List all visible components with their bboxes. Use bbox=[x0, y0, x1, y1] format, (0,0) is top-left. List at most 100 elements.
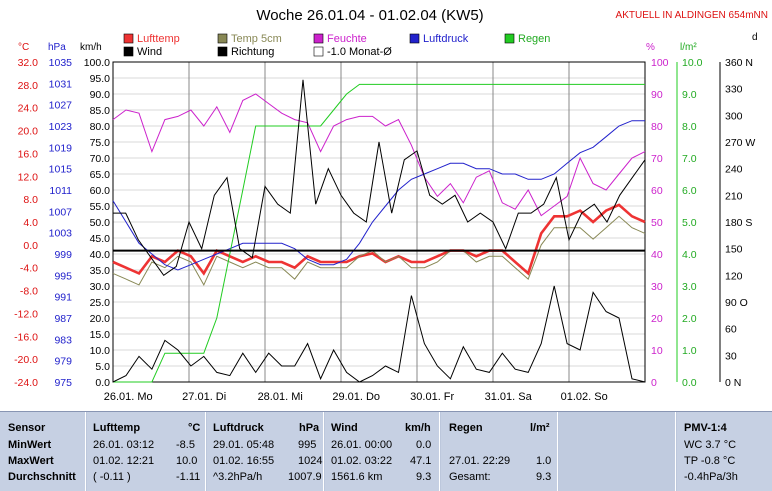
header-regen-unit: l/m² bbox=[530, 422, 550, 434]
wind-tick-label: 30.0 bbox=[90, 281, 111, 293]
luftdruck-column bbox=[207, 412, 324, 491]
wind-tick-label: 75.0 bbox=[90, 137, 111, 149]
min-press-value: 995 bbox=[298, 439, 317, 451]
spacer-column bbox=[559, 412, 676, 491]
direction-tick-label: 150 bbox=[725, 244, 743, 256]
temp-tick-label: -20.0 bbox=[14, 354, 38, 366]
temp-tick-label: -4.0 bbox=[20, 263, 38, 275]
statistics-table: Sensor Lufttemp °C Luftdruck hPa Wind km… bbox=[0, 411, 772, 491]
min-wind-time: 26.01. 00:00 bbox=[331, 439, 393, 451]
direction-tick-label: 360 N bbox=[725, 57, 753, 69]
rain-tick-label: 3.0 bbox=[682, 281, 697, 293]
wind-tick-label: 10.0 bbox=[90, 345, 111, 357]
header-regen: Regen bbox=[449, 422, 483, 434]
rain-unit-label: l/m² bbox=[680, 42, 697, 53]
wind-tick-label: 15.0 bbox=[90, 329, 111, 341]
direction-tick-label: 60 bbox=[725, 324, 737, 336]
header-pmv: PMV-1:4 bbox=[684, 422, 727, 434]
avg-press-trend: ^3.2hPa/h bbox=[213, 471, 263, 483]
rain-tick-label: 10.0 bbox=[682, 57, 703, 69]
legend-label-3: Luftdruck bbox=[423, 33, 469, 45]
temp-tick-label: 24.0 bbox=[18, 103, 39, 115]
header-luftdruck-unit: hPa bbox=[299, 422, 320, 434]
avg-wind-value: 9.3 bbox=[416, 471, 432, 483]
series-line-wind bbox=[112, 285, 646, 383]
legend-swatch-3 bbox=[409, 33, 420, 44]
humidity-tick-label: 50 bbox=[651, 217, 663, 229]
series-line-regen bbox=[113, 83, 645, 383]
rain-total-label: Gesamt: bbox=[449, 471, 491, 483]
min-press-time: 29.01. 05:48 bbox=[213, 439, 275, 451]
pressure-tick-label: 983 bbox=[54, 334, 72, 346]
wind-tick-label: 0.0 bbox=[95, 377, 110, 389]
rain-tick-label: 0.0 bbox=[682, 377, 697, 389]
sensor-column bbox=[0, 412, 86, 491]
wind-tick-label: 25.0 bbox=[90, 297, 111, 309]
wind-tick-label: 50.0 bbox=[90, 217, 111, 229]
x-tick-label: 29.01. Do bbox=[332, 391, 380, 403]
direction-tick-label: 180 S bbox=[725, 217, 752, 229]
x-tick-label: 30.01. Fr bbox=[410, 391, 454, 403]
legend-label-4: Regen bbox=[518, 33, 550, 45]
humidity-tick-label: 60 bbox=[651, 185, 663, 197]
min-temp-value: -8.5 bbox=[176, 439, 195, 451]
direction-tick-label: 210 bbox=[725, 190, 743, 202]
avg-temp-note: ( -0.11 ) bbox=[93, 471, 131, 483]
wind-tick-label: 35.0 bbox=[90, 265, 111, 277]
row-max-label: MaxWert bbox=[8, 455, 54, 467]
temp-tick-label: 8.0 bbox=[23, 194, 38, 206]
max-wind-value: 47.1 bbox=[410, 455, 432, 467]
wind-tick-label: 85.0 bbox=[90, 105, 111, 117]
legend-swatch-1 bbox=[217, 33, 228, 44]
temp-tick-label: 0.0 bbox=[23, 240, 38, 252]
max-rain-time: 27.01. 22:29 bbox=[449, 455, 511, 467]
pmv-wc: WC 3.7 °C bbox=[684, 439, 737, 451]
header-wind: Wind bbox=[331, 422, 358, 434]
regen-column bbox=[441, 412, 558, 491]
pmv-tp: TP -0.8 °C bbox=[684, 455, 736, 467]
humidity-unit-label: % bbox=[646, 42, 655, 53]
max-wind-time: 01.02. 03:22 bbox=[331, 455, 393, 467]
pressure-tick-label: 1003 bbox=[49, 228, 73, 240]
direction-tick-label: 330 bbox=[725, 84, 743, 96]
row-min-label: MinWert bbox=[8, 439, 52, 451]
temp-unit-label: °C bbox=[18, 42, 29, 53]
wind-distance: 1561.6 km bbox=[331, 471, 383, 483]
pressure-tick-label: 1015 bbox=[49, 164, 73, 176]
legend-swatch-0 bbox=[123, 33, 134, 44]
avg-press-value: 1007.9 bbox=[288, 471, 322, 483]
min-temp-time: 26.01. 03:12 bbox=[93, 439, 155, 451]
x-tick-label: 28.01. Mi bbox=[258, 391, 303, 403]
series-line-lufttemp bbox=[112, 203, 646, 276]
temp-tick-label: 12.0 bbox=[18, 171, 39, 183]
wind-unit-label: km/h bbox=[80, 42, 102, 53]
max-press-value: 1024 bbox=[298, 455, 323, 467]
direction-tick-label: 300 bbox=[725, 110, 743, 122]
rain-tick-label: 2.0 bbox=[682, 313, 697, 325]
rain-tick-label: 9.0 bbox=[682, 89, 697, 101]
x-tick-label: 01.02. So bbox=[561, 391, 608, 403]
pressure-tick-label: 999 bbox=[54, 249, 72, 261]
pressure-tick-label: 991 bbox=[54, 292, 72, 304]
pressure-tick-label: 975 bbox=[54, 377, 72, 389]
rain-tick-label: 5.0 bbox=[682, 217, 697, 229]
direction-tick-label: 30 bbox=[725, 350, 737, 362]
header-wind-unit: km/h bbox=[405, 422, 431, 434]
humidity-tick-label: 80 bbox=[651, 121, 663, 133]
pressure-tick-label: 1035 bbox=[49, 57, 73, 69]
wind-tick-label: 90.0 bbox=[90, 89, 111, 101]
legend: Lufttemp Temp 5cm Feuchte Luftdruck Regen Win… bbox=[123, 33, 550, 58]
wind-tick-label: 60.0 bbox=[90, 185, 111, 197]
pressure-tick-label: 1007 bbox=[49, 206, 73, 218]
row-avg-label: Durchschnitt bbox=[8, 471, 76, 483]
legend-swatch-7 bbox=[313, 46, 324, 57]
humidity-tick-label: 10 bbox=[651, 345, 663, 357]
humidity-tick-label: 100 bbox=[651, 57, 669, 69]
header-sensor: Sensor bbox=[8, 422, 46, 434]
series-line-feuchte bbox=[112, 93, 646, 217]
chart-title: Woche 26.01.04 - 01.02.04 (KW5) bbox=[256, 7, 483, 24]
legend-label-7: -1.0 Monat-Ø bbox=[327, 46, 392, 58]
legend-label-0: Lufttemp bbox=[137, 33, 180, 45]
wind-tick-label: 95.0 bbox=[90, 73, 111, 85]
legend-label-5: Wind bbox=[137, 46, 162, 58]
